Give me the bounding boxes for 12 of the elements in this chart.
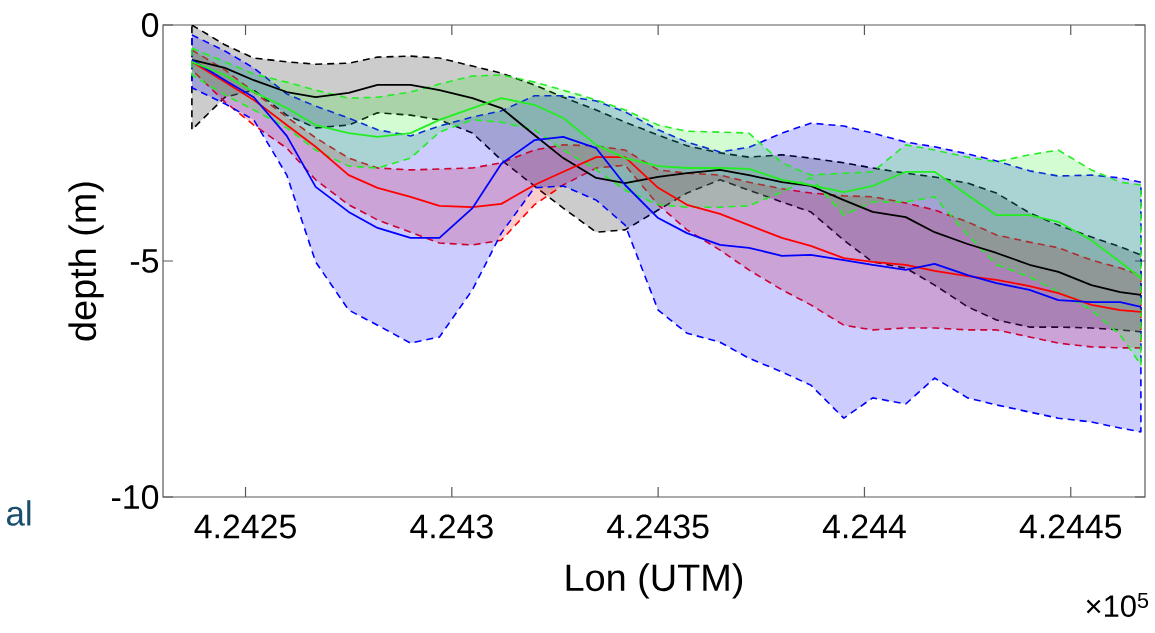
x-tick-label: 4.2425 <box>194 514 296 539</box>
y-tick-label: -10 <box>112 485 159 509</box>
y-tick-label: -5 <box>130 249 159 273</box>
x-tick-label: 4.244 <box>822 514 906 539</box>
x-tick-label: 4.2435 <box>607 514 709 539</box>
x-tick-label: 4.2445 <box>1019 514 1122 539</box>
text: ×10$^{5}$ <box>1086 592 1149 618</box>
y-tick-label: 0 <box>141 13 159 37</box>
text: al <box>7 500 31 526</box>
y-axis-title: depth (m) <box>68 182 104 341</box>
x-tick-label: 4.243 <box>410 514 493 539</box>
x-axis-title: Lon (UTM) <box>566 563 743 599</box>
